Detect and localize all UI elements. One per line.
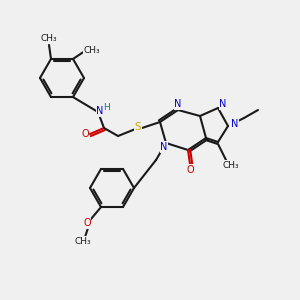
Text: N: N [219, 99, 227, 109]
Text: O: O [81, 129, 89, 139]
Text: N: N [160, 142, 168, 152]
Text: N: N [231, 119, 239, 129]
Text: O: O [83, 218, 91, 228]
Text: CH₃: CH₃ [223, 160, 239, 169]
Text: N: N [96, 106, 104, 116]
Text: N: N [174, 99, 182, 109]
Text: S: S [135, 122, 141, 132]
Text: CH₃: CH₃ [41, 34, 57, 43]
Text: CH₃: CH₃ [75, 237, 91, 246]
Text: O: O [186, 165, 194, 175]
Text: H: H [103, 103, 110, 112]
Text: CH₃: CH₃ [84, 46, 100, 56]
